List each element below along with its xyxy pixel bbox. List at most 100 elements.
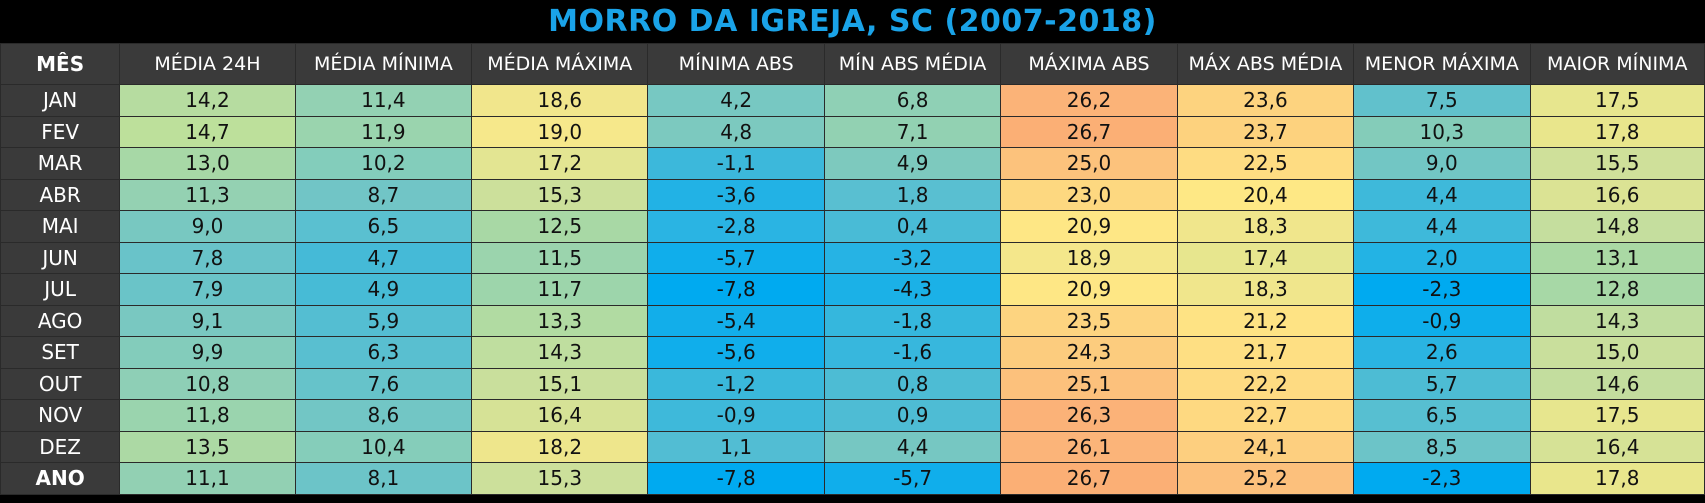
- table-cell: 16,4: [1529, 430, 1705, 463]
- table-cell: 25,0: [1000, 147, 1178, 180]
- table-cell: 13,1: [1529, 241, 1705, 274]
- table-cell: 17,2: [471, 147, 649, 180]
- table-cell: -1,2: [647, 367, 825, 400]
- table-cell: 17,5: [1529, 399, 1705, 432]
- table-cell: 4,2: [647, 84, 825, 117]
- row-label: SET: [0, 336, 121, 369]
- table-cell: 4,4: [1353, 210, 1531, 243]
- table-cell: 23,6: [1176, 84, 1355, 117]
- row-label: ANO: [0, 462, 121, 495]
- table-cell: 17,8: [1529, 115, 1705, 148]
- table-cell: 25,2: [1176, 462, 1355, 495]
- table-cell: 21,7: [1176, 336, 1355, 369]
- table-cell: 15,0: [1529, 336, 1705, 369]
- table-cell: 8,7: [294, 178, 473, 211]
- table-cell: -5,4: [647, 304, 825, 337]
- table-cell: 24,3: [1000, 336, 1178, 369]
- table-cell: 7,6: [294, 367, 473, 400]
- table-cell: 14,7: [119, 115, 296, 148]
- table-cell: 22,7: [1176, 399, 1355, 432]
- table-cell: 4,4: [823, 430, 1002, 463]
- table-cell: 9,0: [119, 210, 296, 243]
- table-cell: -4,3: [823, 273, 1002, 306]
- climate-table: MÊS MÉDIA 24H MÉDIA MÍNIMA MÉDIA MÁXIMA MÍNI…: [0, 43, 1705, 495]
- table-cell: 11,5: [471, 241, 649, 274]
- table-cell: 2,6: [1353, 336, 1531, 369]
- table-cell: 8,1: [294, 462, 473, 495]
- table-cell: -2,3: [1353, 462, 1531, 495]
- table-body: JAN 14,2 11,4 18,6 4,2 6,8 26,2 23,6 7,5 17,5 FEV 1…: [0, 84, 1705, 495]
- table-cell: 18,6: [471, 84, 649, 117]
- table-cell: 22,5: [1176, 147, 1355, 180]
- table-cell: -1,8: [823, 304, 1002, 337]
- column-header: MÍN ABS MÉDIA: [823, 43, 1002, 85]
- header-row: MÊS MÉDIA 24H MÉDIA MÍNIMA MÉDIA MÁXIMA MÍNI…: [0, 43, 1705, 85]
- table-cell: 15,3: [471, 178, 649, 211]
- table-cell: 6,3: [294, 336, 473, 369]
- table-cell: 5,9: [294, 304, 473, 337]
- table-cell: 26,1: [1000, 430, 1178, 463]
- table-cell: 10,2: [294, 147, 473, 180]
- table-cell: 7,1: [823, 115, 1002, 148]
- table-cell: 18,3: [1176, 273, 1355, 306]
- row-label: JUN: [0, 241, 121, 274]
- table-cell: 15,5: [1529, 147, 1705, 180]
- table-cell: 14,3: [471, 336, 649, 369]
- table-cell: 9,1: [119, 304, 296, 337]
- table-cell: 23,0: [1000, 178, 1178, 211]
- table-cell: 10,3: [1353, 115, 1531, 148]
- table-cell: 4,8: [647, 115, 825, 148]
- table-cell: 13,3: [471, 304, 649, 337]
- table-cell: -2,3: [1353, 273, 1531, 306]
- table-cell: 18,3: [1176, 210, 1355, 243]
- table-cell: -1,6: [823, 336, 1002, 369]
- table-cell: 23,7: [1176, 115, 1355, 148]
- table-cell: 11,8: [119, 399, 296, 432]
- annual-row: ANO 11,1 8,1 15,3 -7,8 -5,7 26,7 25,2 -2,3 17,8: [0, 462, 1705, 495]
- table-cell: 2,0: [1353, 241, 1531, 274]
- table-row: DEZ 13,5 10,4 18,2 1,1 4,4 26,1 24,1 8,5 16,4: [0, 430, 1705, 463]
- table-cell: 7,5: [1353, 84, 1531, 117]
- table-cell: 16,4: [471, 399, 649, 432]
- table-cell: -5,7: [647, 241, 825, 274]
- table-cell: 12,8: [1529, 273, 1705, 306]
- column-header: MÉDIA 24H: [119, 43, 296, 85]
- table-cell: -3,6: [647, 178, 825, 211]
- table-row: JAN 14,2 11,4 18,6 4,2 6,8 26,2 23,6 7,5 17,5: [0, 84, 1705, 117]
- table-cell: 21,2: [1176, 304, 1355, 337]
- row-label: JAN: [0, 84, 121, 117]
- table-cell: 20,4: [1176, 178, 1355, 211]
- table-cell: 18,9: [1000, 241, 1178, 274]
- table-cell: 0,9: [823, 399, 1002, 432]
- table-cell: -5,6: [647, 336, 825, 369]
- table-cell: 14,3: [1529, 304, 1705, 337]
- table-cell: 15,1: [471, 367, 649, 400]
- table-cell: 4,7: [294, 241, 473, 274]
- table-cell: 10,4: [294, 430, 473, 463]
- table-cell: 6,5: [294, 210, 473, 243]
- table-cell: 26,3: [1000, 399, 1178, 432]
- column-header: MÉDIA MÍNIMA: [294, 43, 473, 85]
- table-cell: 25,1: [1000, 367, 1178, 400]
- table-cell: 26,2: [1000, 84, 1178, 117]
- table-cell: 4,9: [823, 147, 1002, 180]
- table-cell: 14,2: [119, 84, 296, 117]
- table-cell: 20,9: [1000, 210, 1178, 243]
- row-label: NOV: [0, 399, 121, 432]
- table-cell: -2,8: [647, 210, 825, 243]
- table-cell: 26,7: [1000, 462, 1178, 495]
- table-cell: 8,5: [1353, 430, 1531, 463]
- table-cell: 17,4: [1176, 241, 1355, 274]
- column-header: MENOR MÁXIMA: [1353, 43, 1531, 85]
- table-cell: 20,9: [1000, 273, 1178, 306]
- column-header: MÁX ABS MÉDIA: [1176, 43, 1355, 85]
- table-cell: 23,5: [1000, 304, 1178, 337]
- table-cell: 11,1: [119, 462, 296, 495]
- table-cell: 4,4: [1353, 178, 1531, 211]
- table-cell: 13,0: [119, 147, 296, 180]
- table-cell: 0,4: [823, 210, 1002, 243]
- row-label: DEZ: [0, 430, 121, 463]
- table-cell: -7,8: [647, 462, 825, 495]
- row-label: AGO: [0, 304, 121, 337]
- table-cell: 7,8: [119, 241, 296, 274]
